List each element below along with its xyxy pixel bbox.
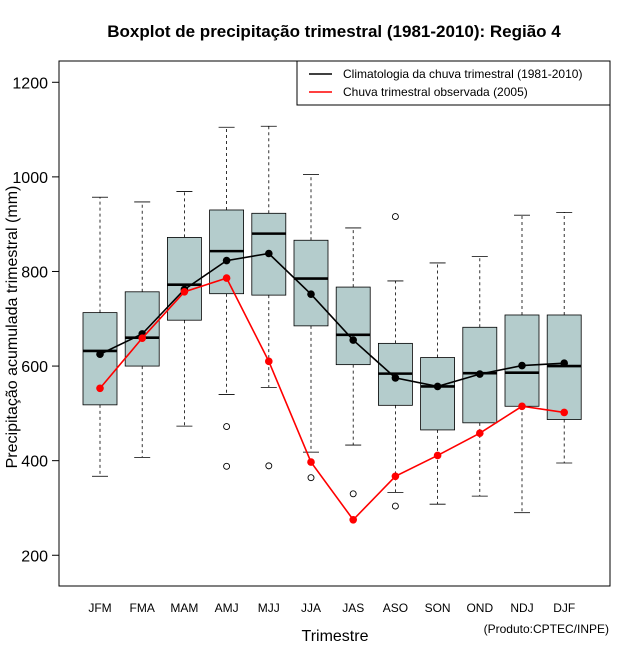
box-aso xyxy=(377,213,413,510)
x-tick-label: MJJ xyxy=(258,601,280,615)
x-tick-label: NDJ xyxy=(510,601,533,615)
outlier-point xyxy=(349,490,357,498)
series-point xyxy=(433,451,442,460)
box-jfm xyxy=(82,196,118,477)
series-point xyxy=(307,290,315,298)
legend-label-climatology: Climatologia da chuva trimestral (1981-2… xyxy=(343,67,582,81)
y-tick-label: 600 xyxy=(21,359,48,376)
series-point xyxy=(518,402,526,411)
series-line xyxy=(99,252,565,388)
series-point xyxy=(560,359,568,368)
outlier-point xyxy=(223,462,231,470)
box-fma xyxy=(124,201,160,458)
series-point xyxy=(265,249,273,258)
series-line xyxy=(99,277,565,522)
series-point xyxy=(180,288,189,296)
outlier-point xyxy=(391,502,399,510)
x-tick-label: SON xyxy=(425,601,451,615)
x-tick-label: DJF xyxy=(553,601,575,615)
series-point xyxy=(476,429,484,438)
series-point xyxy=(265,357,273,366)
box-iqr xyxy=(504,314,540,407)
box-iqr xyxy=(124,291,160,367)
x-axis-title: Trimestre xyxy=(302,628,369,645)
outlier-point xyxy=(223,423,231,431)
box-mam xyxy=(166,191,202,427)
legend-box xyxy=(296,60,611,106)
x-tick-label: JFM xyxy=(88,601,111,615)
outlier-point xyxy=(307,474,315,482)
series-point xyxy=(138,334,146,342)
box-djf xyxy=(546,211,582,464)
box-mjj xyxy=(251,125,287,470)
x-axis: JFM FMA MAM AMJ MJJ JJA JAS ASO SON OND NDJ DJF xyxy=(88,601,575,615)
outlier-point xyxy=(391,213,399,221)
y-axis-title: Precipitação acumulada trimestral (mm) xyxy=(4,186,21,469)
y-tick-label: 1200 xyxy=(12,75,48,92)
series-point xyxy=(96,384,104,393)
x-tick-label: AMJ xyxy=(215,601,239,615)
series-point xyxy=(222,256,231,265)
series-layer xyxy=(96,249,568,524)
box-son xyxy=(420,262,456,505)
y-axis: 200 400 600 800 1000 1200 xyxy=(12,75,59,565)
box-iqr xyxy=(420,357,456,431)
series-point xyxy=(307,458,315,466)
series-point xyxy=(96,350,104,359)
series-point xyxy=(476,370,484,378)
series-point xyxy=(222,274,231,282)
x-tick-label: OND xyxy=(466,601,493,615)
box-iqr xyxy=(335,286,371,366)
box-jas xyxy=(335,227,371,498)
box-ond xyxy=(462,255,498,497)
series-point xyxy=(391,472,400,481)
series-point xyxy=(560,408,568,417)
x-tick-label: FMA xyxy=(130,601,155,615)
legend: Climatologia da chuva trimestral (1981-2… xyxy=(296,60,611,106)
series-point xyxy=(349,336,358,344)
box-iqr xyxy=(462,326,498,424)
box-ndj xyxy=(504,214,540,514)
x-tick-label: JAS xyxy=(342,601,364,615)
box-amj xyxy=(209,126,245,470)
x-tick-label: ASO xyxy=(383,601,408,615)
legend-label-observed: Chuva trimestral observada (2005) xyxy=(343,85,528,99)
chart-title: Boxplot de precipitação trimestral (1981… xyxy=(107,22,561,41)
y-tick-label: 1000 xyxy=(12,170,48,187)
series-point xyxy=(391,374,400,382)
series-point xyxy=(518,361,526,370)
x-tick-label: MAM xyxy=(170,601,198,615)
series-climatology xyxy=(96,249,568,391)
y-tick-label: 200 xyxy=(21,548,48,565)
series-point xyxy=(433,382,442,391)
y-tick-label: 400 xyxy=(21,454,48,471)
x-tick-label: JJA xyxy=(301,601,321,615)
outlier-point xyxy=(265,462,273,470)
series-observed xyxy=(96,274,568,524)
boxes-layer xyxy=(82,125,582,514)
credit-label: (Produto:CPTEC/INPE) xyxy=(484,622,609,636)
y-tick-label: 800 xyxy=(21,264,48,281)
series-point xyxy=(349,515,358,524)
box-iqr xyxy=(166,237,202,321)
